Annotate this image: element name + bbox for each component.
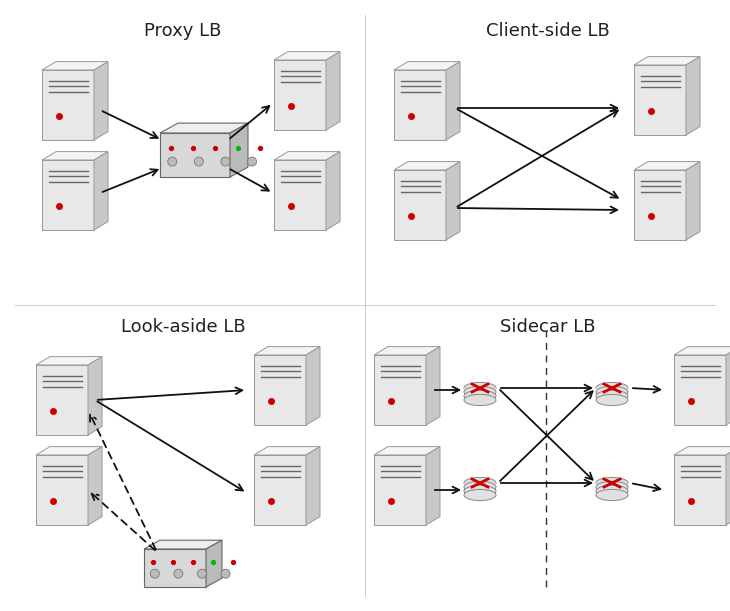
Polygon shape <box>726 447 730 525</box>
Polygon shape <box>42 62 108 70</box>
Polygon shape <box>464 388 496 400</box>
Ellipse shape <box>596 382 628 393</box>
Polygon shape <box>426 346 440 425</box>
Circle shape <box>221 157 230 166</box>
Text: Proxy LB: Proxy LB <box>145 22 222 40</box>
Text: Sidecar LB: Sidecar LB <box>500 318 596 336</box>
Polygon shape <box>326 152 340 230</box>
Polygon shape <box>42 152 108 160</box>
Polygon shape <box>230 123 248 177</box>
Circle shape <box>168 157 177 166</box>
Polygon shape <box>36 455 88 525</box>
Polygon shape <box>686 57 700 135</box>
Circle shape <box>150 569 159 578</box>
Polygon shape <box>42 160 94 230</box>
Polygon shape <box>254 346 320 355</box>
Polygon shape <box>94 62 108 140</box>
Polygon shape <box>144 549 206 587</box>
Polygon shape <box>144 540 222 549</box>
Polygon shape <box>634 170 686 240</box>
Polygon shape <box>306 447 320 525</box>
Polygon shape <box>94 152 108 230</box>
Polygon shape <box>374 447 440 455</box>
Polygon shape <box>426 447 440 525</box>
Polygon shape <box>326 51 340 130</box>
Polygon shape <box>596 388 628 400</box>
Ellipse shape <box>464 382 496 393</box>
Polygon shape <box>374 455 426 525</box>
Ellipse shape <box>464 386 496 398</box>
Polygon shape <box>254 447 320 455</box>
Polygon shape <box>274 152 340 160</box>
Ellipse shape <box>464 477 496 489</box>
Ellipse shape <box>464 481 496 492</box>
Ellipse shape <box>464 390 496 401</box>
Polygon shape <box>88 447 102 525</box>
Polygon shape <box>306 346 320 425</box>
Polygon shape <box>254 355 306 425</box>
Polygon shape <box>374 346 440 355</box>
Polygon shape <box>394 62 460 70</box>
Polygon shape <box>674 455 726 525</box>
Ellipse shape <box>596 390 628 401</box>
Polygon shape <box>206 540 222 587</box>
Text: Client-side LB: Client-side LB <box>486 22 610 40</box>
Polygon shape <box>394 161 460 170</box>
Polygon shape <box>274 51 340 60</box>
Ellipse shape <box>596 485 628 497</box>
Ellipse shape <box>596 386 628 398</box>
Ellipse shape <box>596 394 628 406</box>
Ellipse shape <box>464 485 496 497</box>
Polygon shape <box>160 133 230 177</box>
Polygon shape <box>686 161 700 240</box>
Polygon shape <box>634 161 700 170</box>
Ellipse shape <box>596 481 628 492</box>
Ellipse shape <box>464 394 496 406</box>
Polygon shape <box>464 483 496 495</box>
Ellipse shape <box>596 477 628 489</box>
Polygon shape <box>36 365 88 435</box>
Text: Look-aside LB: Look-aside LB <box>120 318 245 336</box>
Polygon shape <box>726 346 730 425</box>
Circle shape <box>194 157 204 166</box>
Polygon shape <box>274 60 326 130</box>
Polygon shape <box>394 70 446 140</box>
Circle shape <box>221 569 230 578</box>
Polygon shape <box>446 161 460 240</box>
Polygon shape <box>634 57 700 65</box>
Polygon shape <box>274 160 326 230</box>
Polygon shape <box>36 447 102 455</box>
Polygon shape <box>674 346 730 355</box>
Polygon shape <box>394 170 446 240</box>
Circle shape <box>247 157 256 166</box>
Polygon shape <box>374 355 426 425</box>
Ellipse shape <box>596 489 628 500</box>
Polygon shape <box>674 447 730 455</box>
Circle shape <box>174 569 183 578</box>
Polygon shape <box>88 357 102 435</box>
Polygon shape <box>42 70 94 140</box>
Ellipse shape <box>464 489 496 500</box>
Circle shape <box>198 569 207 578</box>
Polygon shape <box>36 357 102 365</box>
Polygon shape <box>160 123 248 133</box>
Polygon shape <box>446 62 460 140</box>
Polygon shape <box>254 455 306 525</box>
Polygon shape <box>596 483 628 495</box>
Polygon shape <box>634 65 686 135</box>
Polygon shape <box>674 355 726 425</box>
